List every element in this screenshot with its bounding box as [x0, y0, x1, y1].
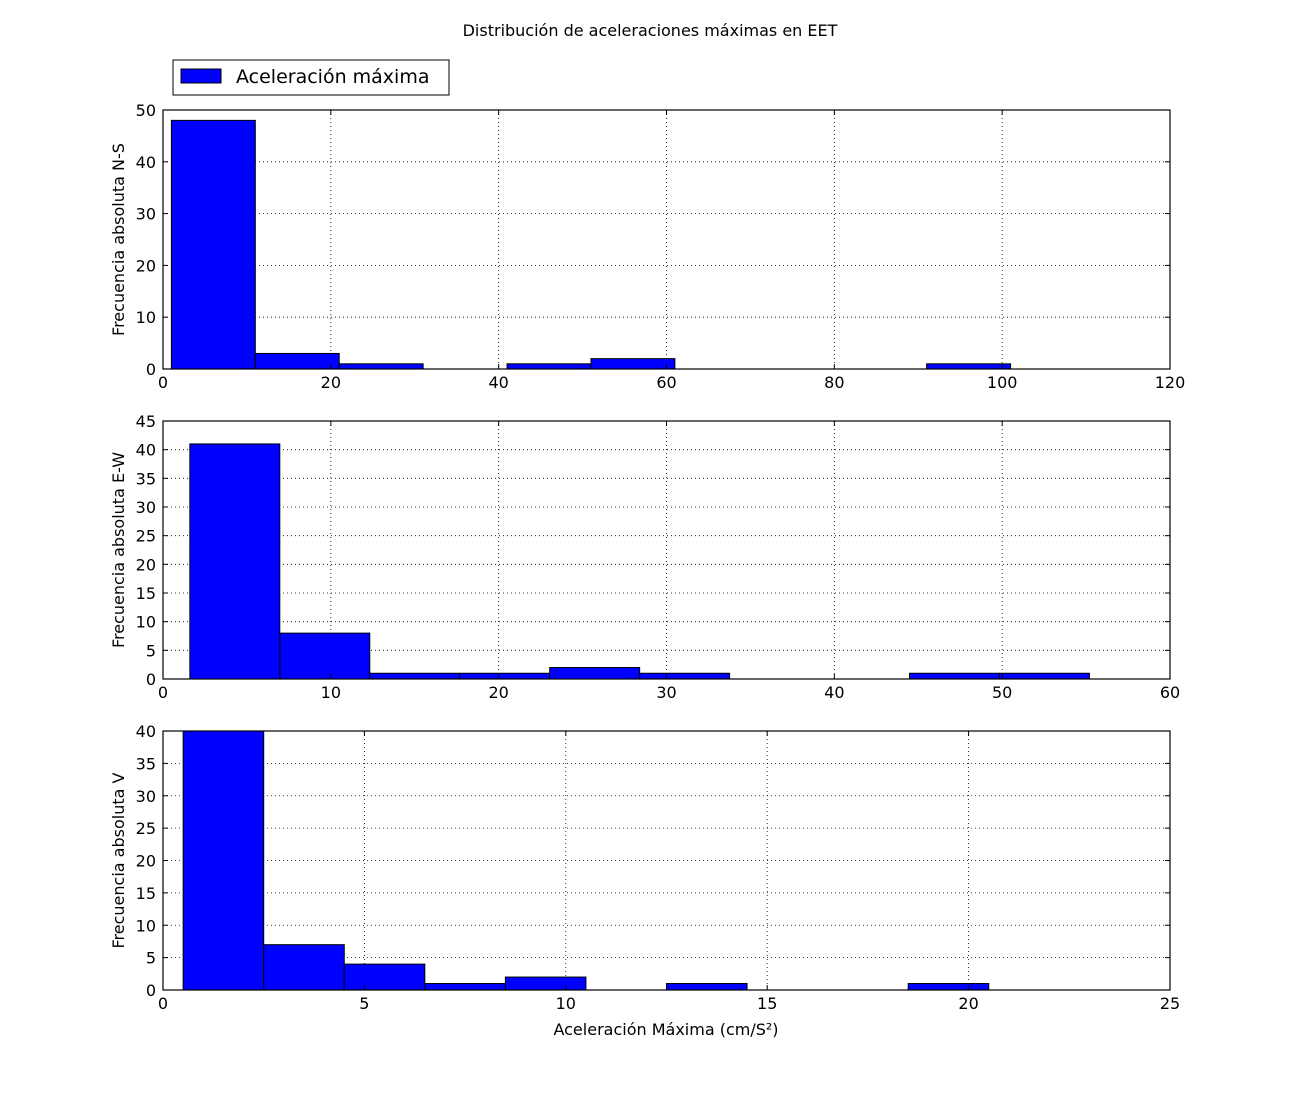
x-tick-label: 60: [1160, 683, 1180, 702]
y-tick-label: 20: [136, 555, 156, 574]
bar: [279, 632, 371, 680]
x-tick-label: 30: [656, 683, 676, 702]
bar: [907, 983, 990, 991]
x-tick-label: 15: [757, 994, 777, 1013]
y-tick-label: 40: [136, 722, 156, 741]
y-tick-label: 15: [136, 584, 156, 603]
plot-area: [163, 110, 1170, 369]
y-tick-label: 5: [146, 641, 156, 660]
bar: [189, 443, 281, 680]
x-tick-label: 60: [656, 373, 676, 392]
subplot-V: 0 5 10 15 20 25 0 5 10 15 20 25 30 35 40 Frecuencia abs…: [109, 722, 1180, 1013]
x-tick-label: 40: [824, 683, 844, 702]
x-tick-label: 20: [488, 683, 508, 702]
x-tick-label: 100: [987, 373, 1018, 392]
y-tick-label: 20: [136, 256, 156, 275]
x-tick-label: 0: [158, 683, 168, 702]
bar: [998, 672, 1090, 680]
subplot-N-S: 0 20 40 60 80 100 120 0 10 20 30 40 50 Frecuencia abs…: [109, 101, 1185, 392]
x-tick-label: 40: [488, 373, 508, 392]
bar: [369, 672, 461, 680]
bar: [639, 672, 731, 680]
x-tick-label: 0: [158, 373, 168, 392]
y-tick-label: 20: [136, 852, 156, 871]
y-tick-label: 25: [136, 527, 156, 546]
y-tick-label: 10: [136, 613, 156, 632]
x-tick-label: 120: [1155, 373, 1186, 392]
y-tick-label: 50: [136, 101, 156, 120]
y-tick-label: 25: [136, 819, 156, 838]
subplot-E-W: 0 10 20 30 40 50 60 0 5 10 15 20 25 30 35 40 45 Frecuenci…: [109, 412, 1180, 702]
bar: [590, 358, 676, 370]
legend-label: Aceleración máxima: [236, 66, 429, 88]
y-tick-label: 0: [146, 981, 156, 1000]
y-tick-label: 0: [146, 670, 156, 689]
y-tick-label: 30: [136, 205, 156, 224]
bar: [424, 983, 506, 991]
x-tick-label: 50: [992, 683, 1012, 702]
y-tick-label: 35: [136, 754, 156, 773]
y-tick-label: 45: [136, 412, 156, 431]
x-tick-label: 0: [158, 994, 168, 1013]
y-tick-label: 10: [136, 308, 156, 327]
bar: [504, 976, 587, 991]
y-tick-label: 30: [136, 498, 156, 517]
y-tick-label: 10: [136, 916, 156, 935]
x-tick-label: 80: [824, 373, 844, 392]
y-axis-label: Frecuencia absoluta N-S: [109, 143, 128, 336]
x-tick-label: 10: [321, 683, 341, 702]
bar: [666, 983, 748, 991]
legend-swatch: [180, 68, 222, 84]
y-tick-label: 0: [146, 360, 156, 379]
y-tick-label: 40: [136, 441, 156, 460]
y-axis-label: Frecuencia absoluta V: [109, 772, 128, 948]
bar: [459, 672, 551, 680]
bar: [909, 672, 1000, 680]
bar: [338, 363, 424, 370]
y-tick-label: 35: [136, 469, 156, 488]
figure-title: Distribución de aceleraciones máximas en…: [463, 21, 838, 40]
bar: [549, 667, 641, 680]
x-axis-label: Aceleración Máxima (cm/S²): [553, 1020, 778, 1039]
y-tick-label: 5: [146, 949, 156, 968]
y-axis-label: Frecuencia absoluta E-W: [109, 452, 128, 648]
bar: [254, 352, 340, 370]
bar: [182, 730, 265, 991]
x-tick-label: 10: [556, 994, 576, 1013]
x-tick-label: 25: [1160, 994, 1180, 1013]
x-tick-label: 5: [359, 994, 369, 1013]
x-tick-label: 20: [321, 373, 341, 392]
y-tick-label: 40: [136, 153, 156, 172]
bar: [343, 963, 426, 991]
bar: [170, 119, 256, 370]
bar: [926, 363, 1012, 370]
bar: [506, 363, 592, 370]
legend: Aceleración máxima: [172, 59, 450, 96]
y-tick-label: 15: [136, 884, 156, 903]
y-tick-label: 30: [136, 787, 156, 806]
bar: [263, 944, 345, 991]
x-tick-label: 20: [958, 994, 978, 1013]
